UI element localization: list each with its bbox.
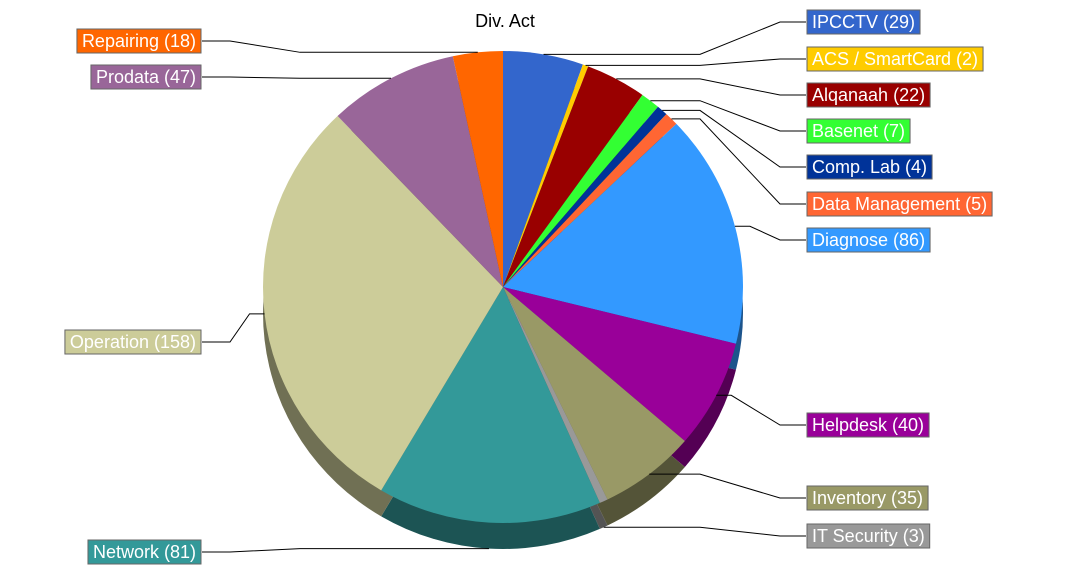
slice xyxy=(503,287,685,500)
slice xyxy=(503,66,643,287)
slice-label: Comp. Lab (4) xyxy=(662,109,933,180)
label-text: IT Security (3) xyxy=(812,526,925,546)
leader-line xyxy=(671,118,806,205)
leader-line xyxy=(616,78,806,96)
slice xyxy=(503,94,658,287)
label-box xyxy=(806,485,929,511)
label-box xyxy=(806,154,933,180)
label-box xyxy=(806,118,911,144)
label-box xyxy=(90,64,202,90)
leader-line xyxy=(202,40,478,53)
slice-label: Helpdesk (40) xyxy=(716,394,930,438)
slice xyxy=(503,114,677,287)
label-text: Network (81) xyxy=(93,542,196,562)
slice xyxy=(262,116,503,491)
slice xyxy=(503,64,589,287)
label-text: Repairing (18) xyxy=(82,31,196,51)
label-text: Data Management (5) xyxy=(812,194,987,214)
slice-label: Diagnose (86) xyxy=(734,225,931,253)
leader-line xyxy=(603,526,806,537)
leader-line xyxy=(649,473,806,499)
label-text: ACS / SmartCard (2) xyxy=(812,49,978,69)
slice xyxy=(503,287,736,441)
label-box xyxy=(64,329,202,355)
leader-line xyxy=(662,109,806,168)
slice-label: Repairing (18) xyxy=(76,28,478,54)
label-text: Diagnose (86) xyxy=(812,230,925,250)
label-box xyxy=(806,412,930,438)
leader-line xyxy=(202,548,489,553)
leader-line xyxy=(734,225,806,241)
leader-line xyxy=(202,313,265,343)
slice xyxy=(381,287,600,523)
slice-label: Basenet (7) xyxy=(650,100,911,144)
slice xyxy=(503,51,583,287)
leader-line xyxy=(543,21,806,55)
slice-label: Inventory (35) xyxy=(649,473,929,511)
label-box xyxy=(806,191,993,217)
slice xyxy=(503,287,608,503)
label-box xyxy=(806,9,921,35)
label-text: Comp. Lab (4) xyxy=(812,157,927,177)
slice-label: Prodata (47) xyxy=(90,64,391,90)
leader-line xyxy=(585,58,806,66)
slice-label: Data Management (5) xyxy=(671,118,993,217)
label-text: Operation (158) xyxy=(70,332,196,352)
label-text: Basenet (7) xyxy=(812,121,905,141)
slice xyxy=(503,123,743,344)
label-text: IPCCTV (29) xyxy=(812,12,915,32)
leader-line xyxy=(202,76,391,79)
slice xyxy=(337,56,503,287)
label-box xyxy=(87,539,202,565)
leader-line xyxy=(716,394,806,426)
leader-line xyxy=(650,100,806,132)
pie-top xyxy=(262,51,743,523)
label-box xyxy=(806,46,984,72)
slice xyxy=(503,106,667,287)
slice-label: Network (81) xyxy=(87,539,489,565)
label-box xyxy=(76,28,202,54)
slice-label: Alqanaah (22) xyxy=(616,78,931,108)
slice-label: ACS / SmartCard (2) xyxy=(585,46,984,72)
label-text: Inventory (35) xyxy=(812,488,923,508)
label-box xyxy=(806,227,931,253)
label-text: Helpdesk (40) xyxy=(812,415,924,435)
label-text: Prodata (47) xyxy=(96,67,196,87)
label-box xyxy=(806,523,931,549)
slice xyxy=(452,51,503,287)
slice-label: IT Security (3) xyxy=(603,523,931,549)
slice-label: IPCCTV (29) xyxy=(543,9,921,55)
label-text: Alqanaah (22) xyxy=(812,85,925,105)
label-box xyxy=(806,82,931,108)
chart-title: Div. Act xyxy=(475,11,535,31)
slice-label: Operation (158) xyxy=(64,313,265,355)
